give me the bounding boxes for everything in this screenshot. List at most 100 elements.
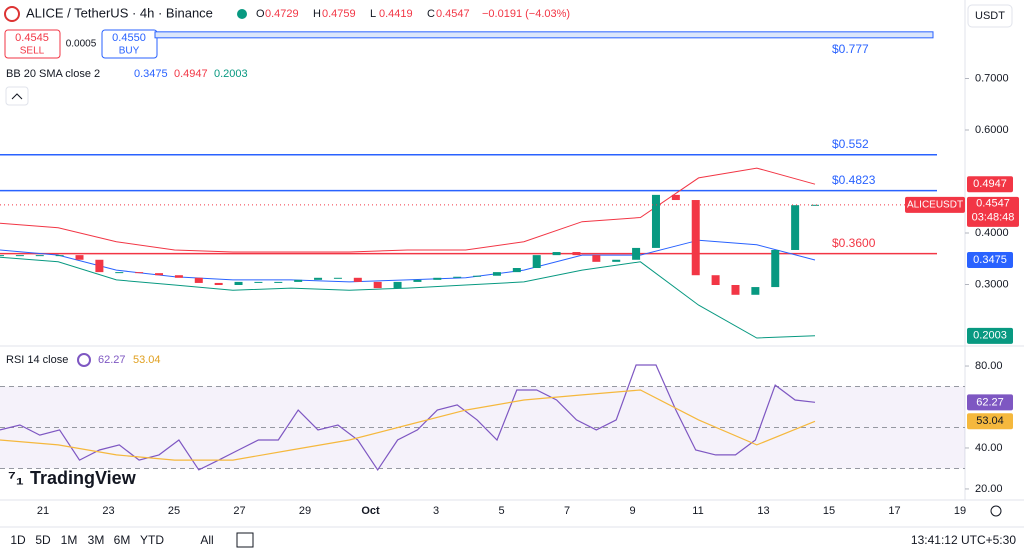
sell-price: 0.4545: [15, 32, 49, 44]
candle: [612, 259, 621, 262]
x-tick-label: Oct: [361, 505, 380, 517]
settings-icon[interactable]: [990, 505, 1002, 517]
x-tick-label: 17: [888, 505, 900, 517]
x-tick-label: 29: [299, 505, 311, 517]
x-tick-label: 3: [433, 505, 439, 517]
x-tick-label: 21: [37, 505, 49, 517]
y-tick-label: 0.7000: [975, 72, 1009, 84]
candle: [254, 281, 263, 283]
bb-upper-tag-bg: [967, 176, 1013, 193]
candle: [453, 276, 462, 278]
y-tick-label: 40.00: [975, 442, 1003, 454]
buy-price: 0.4550: [112, 32, 146, 44]
x-tick-label: 15: [823, 505, 835, 517]
candle: [174, 275, 183, 278]
symbol-icon: [4, 6, 20, 22]
candle: [135, 272, 144, 274]
ohlc-key: O: [256, 8, 265, 20]
price-tag: 0.4547: [976, 198, 1010, 210]
buy-button[interactable]: [101, 29, 158, 59]
rsi-label: RSI 14 close: [6, 354, 68, 366]
candle: [15, 255, 24, 257]
range-button[interactable]: YTD: [140, 533, 164, 547]
price-tag-bg: [967, 196, 1019, 227]
rsi-value: 62.27: [98, 354, 126, 366]
candle: [95, 259, 104, 273]
candle: [314, 277, 323, 280]
date-range-icon[interactable]: [236, 532, 254, 548]
ohlc-key: H: [313, 8, 321, 20]
spread: 0.0005: [66, 39, 97, 50]
range-button[interactable]: All: [200, 533, 213, 547]
bb-upper-tag: 0.4947: [973, 178, 1007, 190]
y-tick-label: 0.3000: [975, 278, 1009, 290]
y-tick-label: 0.4000: [975, 227, 1009, 239]
candle: [532, 255, 541, 269]
candle: [731, 285, 740, 295]
range-button[interactable]: 1M: [61, 533, 78, 547]
candle: [572, 252, 581, 256]
currency-button[interactable]: [967, 4, 1013, 28]
candle: [55, 255, 64, 257]
sell-label: SELL: [20, 46, 45, 57]
rsi-tag-bg: [967, 394, 1013, 411]
sell-button[interactable]: [4, 29, 61, 59]
bb-label: BB 20 SMA close 2: [6, 68, 100, 80]
rsi-tag: 62.27: [976, 396, 1004, 408]
x-tick-label: 13: [757, 505, 769, 517]
ohlc-value: 0.4759: [322, 8, 356, 20]
logo-mark: ⁷₁: [8, 468, 24, 489]
y-tick-label: 20.00: [975, 483, 1003, 495]
candle: [214, 282, 223, 286]
candle: [492, 272, 501, 276]
rsi-line: [0, 364, 816, 471]
bb-upper-value: 0.4947: [174, 68, 208, 80]
candle: [413, 279, 422, 282]
candle: [274, 281, 283, 283]
candle: [393, 281, 402, 289]
x-tick-label: 19: [954, 505, 966, 517]
rsi-tag: 53.04: [976, 415, 1004, 427]
clock: 13:41:12 UTC+5:30: [911, 533, 1016, 547]
countdown: 03:48:48: [972, 212, 1015, 224]
level-label: $0.552: [832, 137, 869, 151]
candle: [75, 255, 84, 260]
range-button[interactable]: 1D: [10, 533, 26, 547]
collapse-button[interactable]: [5, 86, 29, 106]
bb-lower-tag: 0.2003: [973, 330, 1007, 342]
y-tick-label: 0.6000: [975, 124, 1009, 136]
bb-basis-tag: 0.3475: [973, 254, 1007, 266]
candle: [234, 281, 243, 286]
candle: [473, 275, 482, 277]
candle: [711, 275, 720, 286]
candle: [771, 249, 780, 288]
currency: USDT: [975, 10, 1005, 22]
candle: [35, 255, 44, 257]
candle: [433, 277, 442, 280]
buy-label: BUY: [119, 46, 140, 57]
rsi-icon: [77, 353, 91, 367]
candle: [294, 279, 303, 282]
range-button[interactable]: 6M: [114, 533, 131, 547]
level-label: $0.777: [832, 42, 869, 56]
ohlc-value: 0.4729: [265, 8, 299, 20]
x-tick-label: 25: [168, 505, 180, 517]
symbol-tag-bg: [905, 196, 965, 213]
candle: [691, 200, 700, 276]
symbol-title: ALICE / TetherUS · 4h · Binance: [26, 5, 213, 20]
range-button[interactable]: 3M: [88, 533, 105, 547]
candle: [373, 281, 382, 289]
candle: [671, 194, 680, 201]
range-button[interactable]: 5D: [35, 533, 51, 547]
candle: [552, 252, 561, 256]
candle: [333, 277, 342, 279]
candle: [632, 247, 641, 260]
candle: [751, 287, 760, 295]
ohlc-value: 0.4547: [436, 8, 470, 20]
candle: [811, 204, 819, 206]
candle: [651, 194, 660, 248]
x-tick-label: 27: [233, 505, 245, 517]
